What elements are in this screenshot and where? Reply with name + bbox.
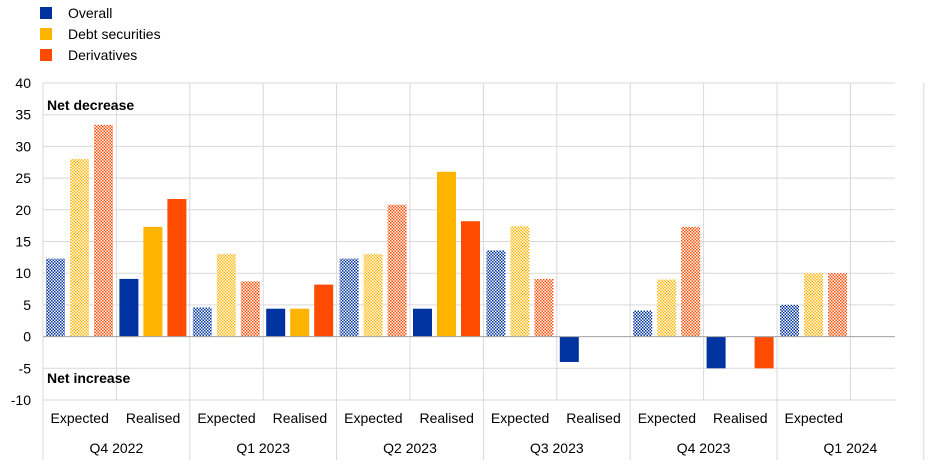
bar-debt-securities-expected: [804, 273, 823, 337]
bar-derivatives-expected: [387, 204, 407, 337]
x-tick-label: Expected: [785, 410, 843, 426]
x-tick-label: Expected: [344, 410, 402, 426]
legend-label-debt-securities: Debt securities: [68, 25, 161, 42]
legend: Overall Debt securities Derivatives: [40, 2, 161, 65]
x-group-label: Q4 2023: [677, 440, 731, 456]
bar-overall-realised: [413, 308, 432, 337]
bar-overall-expected: [192, 307, 212, 337]
x-tick-label: Expected: [197, 410, 255, 426]
x-tick-label: Realised: [126, 410, 180, 426]
bar-overall-expected: [339, 258, 359, 337]
bar-debt-securities-realised: [143, 226, 163, 337]
bar-derivatives-expected: [94, 124, 113, 337]
x-group-label: Q2 2023: [383, 440, 437, 456]
y-tick-label: 25: [15, 170, 31, 186]
legend-item-overall: Overall: [40, 2, 161, 23]
bar-debt-securities-realised: [437, 171, 456, 337]
y-tick-label: 35: [15, 107, 31, 123]
legend-item-derivatives: Derivatives: [40, 44, 161, 65]
x-group-label: Q4 2022: [90, 440, 144, 456]
x-group-label: Q1 2023: [236, 440, 290, 456]
legend-item-debt-securities: Debt securities: [40, 23, 161, 44]
y-tick-label: 5: [23, 297, 31, 313]
bar-debt-securities-realised: [290, 308, 310, 337]
y-tick-label: 40: [15, 75, 31, 91]
annotation-label: Net decrease: [47, 97, 134, 113]
y-tick-label: 10: [15, 265, 31, 281]
bar-overall-expected: [486, 250, 506, 337]
x-tick-label: Expected: [491, 410, 549, 426]
annotations: Net decrease Net increase: [47, 97, 134, 386]
x-tick-label: Realised: [273, 410, 327, 426]
legend-swatch-debt-securities: [40, 27, 52, 40]
x-tick-label: Expected: [51, 410, 109, 426]
bar-overall-realised: [119, 278, 139, 337]
y-tick-label: 20: [15, 202, 31, 218]
bar-derivatives-realised: [754, 336, 774, 369]
bar-derivatives-expected: [534, 278, 554, 337]
annotation-label: Net increase: [47, 370, 130, 386]
x-tick-label: Realised: [419, 410, 473, 426]
x-tick-label: Realised: [566, 410, 620, 426]
legend-label-overall: Overall: [68, 4, 113, 21]
y-tick-label: -5: [19, 360, 32, 376]
bar-overall-realised: [559, 336, 579, 362]
bar-debt-securities-expected: [510, 226, 530, 337]
y-tick-label: 0: [23, 329, 31, 345]
legend-swatch-derivatives: [40, 48, 52, 61]
bar-derivatives-realised: [461, 221, 480, 337]
bar-derivatives-realised: [167, 199, 187, 337]
y-axis-ticks: -10 -5 0 5 10 15 20 25 30 35 40: [11, 75, 31, 408]
bar-overall-expected: [780, 304, 799, 337]
bar-derivatives-realised: [314, 284, 334, 337]
bars: [46, 124, 847, 369]
bar-overall-expected: [633, 310, 653, 337]
x-group-label: Q3 2023: [530, 440, 584, 456]
y-tick-label: 15: [15, 234, 31, 250]
y-tick-label: 30: [15, 138, 31, 154]
bar-derivatives-expected: [828, 273, 847, 337]
bar-debt-securities-expected: [70, 159, 89, 337]
legend-swatch-overall: [40, 6, 52, 19]
bar-debt-securities-expected: [657, 279, 677, 337]
legend-label-derivatives: Derivatives: [68, 46, 138, 63]
bar-derivatives-expected: [681, 226, 701, 337]
x-tick-label: Realised: [713, 410, 767, 426]
bar-overall-realised: [706, 336, 726, 369]
bar-overall-realised: [266, 308, 286, 337]
bar-debt-securities-expected: [363, 254, 383, 337]
bar-overall-expected: [46, 258, 65, 337]
x-tick-label: Expected: [638, 410, 696, 426]
bar-derivatives-expected: [240, 281, 260, 337]
x-group-label: Q1 2024: [824, 440, 878, 456]
x-axis-labels: Expected Realised Expected Realised Expected…: [51, 410, 878, 456]
bar-debt-securities-expected: [216, 254, 236, 337]
y-tick-label: -10: [11, 392, 31, 408]
